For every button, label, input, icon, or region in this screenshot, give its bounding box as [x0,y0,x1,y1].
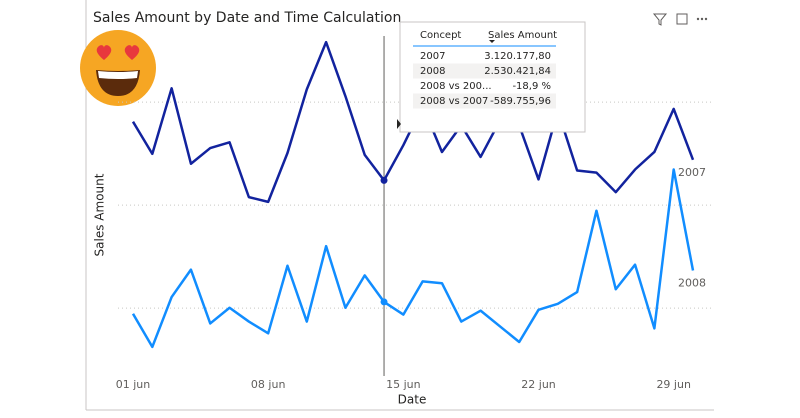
x-tick-label: 22 jun [521,378,556,391]
tooltip-cell: 2008 [420,66,445,77]
tooltip-row-bg [413,63,556,79]
series-end-label: 2007 [678,166,706,179]
x-tick-label: 08 jun [251,378,286,391]
series-end-label: 2008 [678,276,706,289]
x-tick-label: 29 jun [656,378,691,391]
chart-title: Sales Amount by Date and Time Calculatio… [93,10,401,26]
tooltip-cell: 2.530.421,84 [484,66,551,77]
tooltip-pointer [397,119,401,129]
tooltip-header: Concept [420,30,461,41]
hover-marker [380,298,388,306]
x-tick-label: 15 jun [386,378,421,391]
sort-icon [489,40,495,43]
tooltip-cell: 2007 [420,51,445,62]
header-icons[interactable] [652,13,708,26]
emoji [80,30,156,106]
y-axis-title: Sales Amount [93,173,107,256]
tooltip: Concept Sales Amount 2007 3.120.177,80 200… [397,21,586,133]
more-icon[interactable] [696,17,708,21]
focus-icon[interactable] [676,13,688,25]
tooltip-header: Sales Amount [488,30,557,41]
tooltip-cell: 3.120.177,80 [484,51,551,62]
series-line [131,168,695,349]
hover-marker [380,176,388,184]
tooltip-row-bg [413,93,556,109]
x-tick-label: 01 jun [116,378,151,391]
tooltip-cell: 2008 vs 200... [420,81,492,92]
tooltip-cell: -589.755,96 [490,96,551,107]
x-axis-title: Date [398,393,427,407]
tooltip-cell: 2008 vs 2007 [420,96,488,107]
tooltip-cell: -18,9 % [512,81,551,92]
filter-icon[interactable] [652,13,668,26]
